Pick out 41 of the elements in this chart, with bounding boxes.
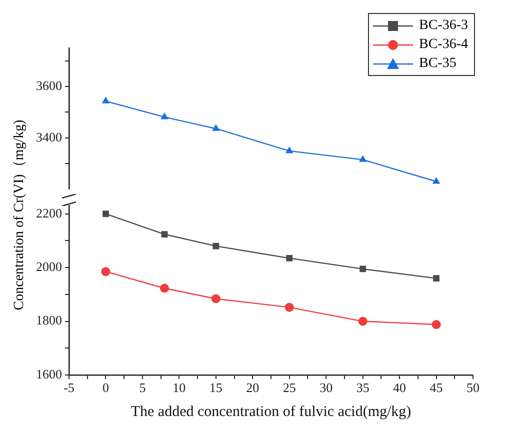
x-tick-label: 15 [209, 380, 222, 396]
x-tick-label: 0 [102, 380, 109, 396]
legend-label: BC-36-4 [419, 36, 468, 52]
x-tick-label: 10 [172, 380, 186, 396]
point [212, 124, 220, 131]
point [102, 96, 110, 104]
point [358, 316, 368, 326]
legend-label: BC-35 [419, 56, 456, 72]
y-axis-title: Concentration of Cr(VI)（mg/kg) [11, 120, 28, 310]
x-tick-label: 30 [320, 380, 333, 396]
x-tick-label: 45 [430, 380, 443, 396]
point [358, 155, 367, 162]
point [212, 242, 220, 250]
point [160, 284, 169, 293]
point [161, 231, 168, 238]
point [102, 210, 109, 218]
y-tick-label: 2200 [36, 205, 62, 220]
x-axis-title: The added concentration of fulvic acid(mg/kg) [130, 404, 412, 420]
point [433, 275, 440, 282]
y-tick-label: 1600 [36, 366, 62, 382]
point [160, 112, 168, 120]
point [432, 177, 440, 184]
point [360, 266, 366, 272]
y-tick-label: 3600 [36, 78, 62, 93]
legend-label: BC-36-3 [419, 18, 468, 34]
x-tick-label: -5 [64, 380, 74, 396]
x-tick-label: 40 [393, 380, 406, 396]
x-tick-label: 5 [139, 380, 146, 396]
point [284, 302, 294, 312]
point [285, 146, 294, 154]
point [286, 254, 293, 262]
point [432, 320, 441, 330]
x-tick-label: 35 [356, 380, 370, 396]
y-tick-label: 1800 [36, 312, 62, 328]
point [211, 294, 220, 304]
y-tick-label: 3400 [36, 129, 62, 144]
y-tick-label: 2000 [36, 258, 62, 274]
x-tick-label: 25 [282, 380, 296, 396]
point [101, 267, 110, 276]
x-tick-label: 50 [466, 380, 480, 396]
x-tick-label: 20 [246, 380, 260, 396]
